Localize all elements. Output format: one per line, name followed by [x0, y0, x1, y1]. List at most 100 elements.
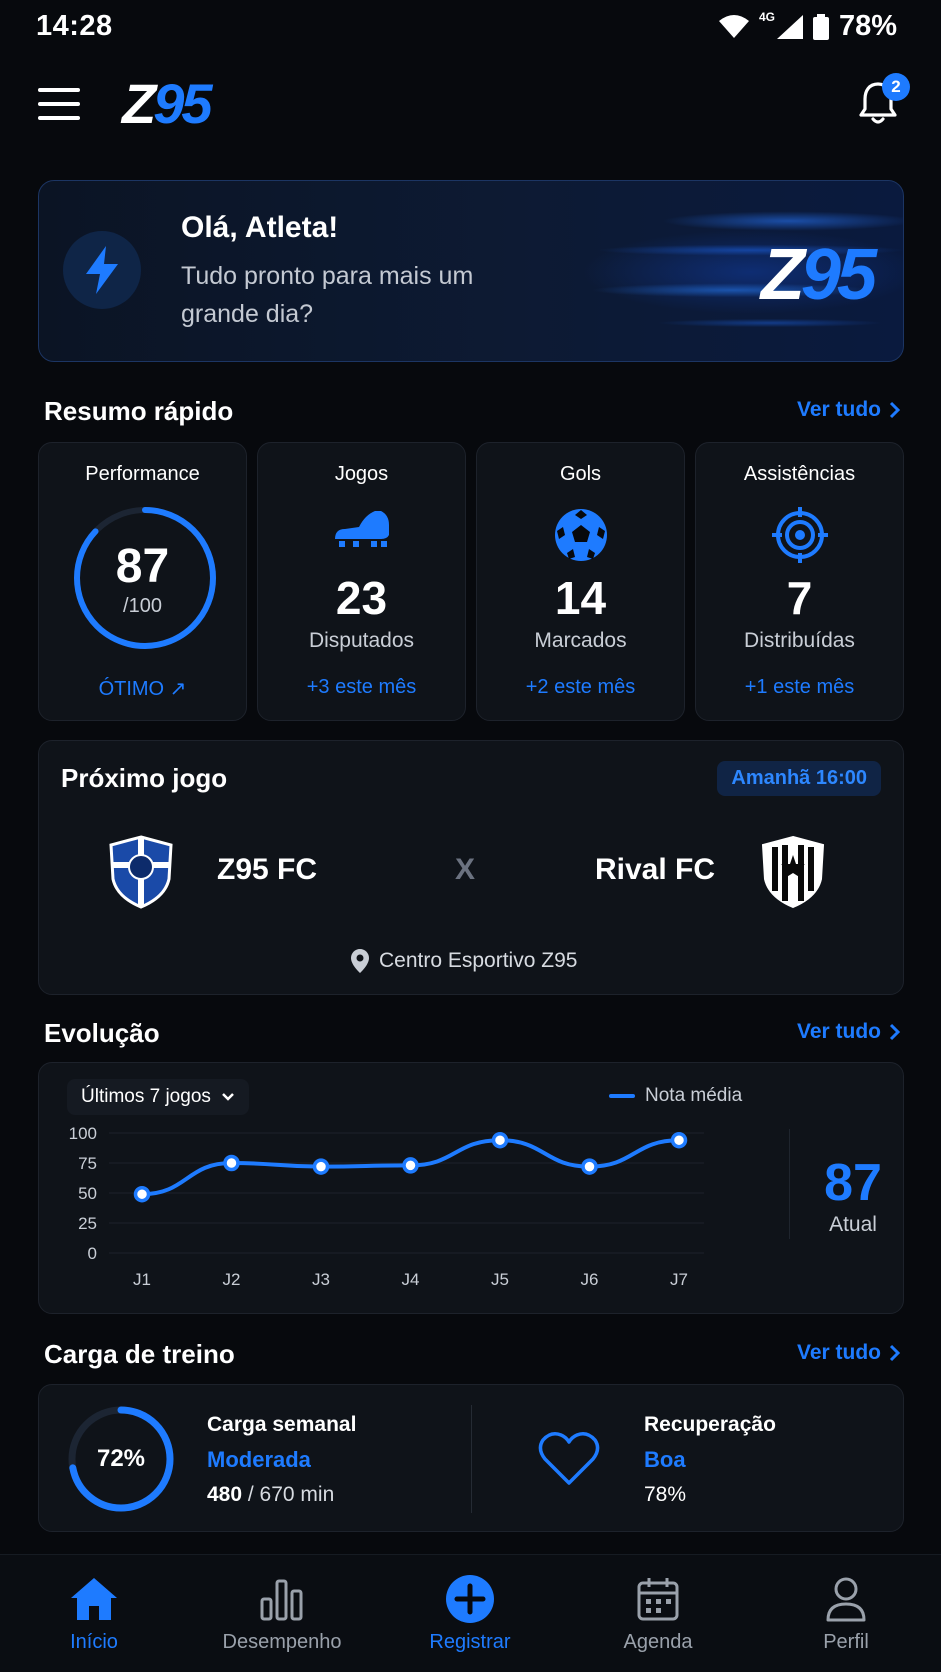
app-logo: Z95	[122, 72, 213, 135]
nav-profile-label: Perfil	[823, 1631, 869, 1653]
data-point[interactable]	[491, 1131, 509, 1149]
y-tick-label: 25	[78, 1214, 97, 1233]
nav-profile-icon-wrap	[771, 1573, 921, 1625]
data-point[interactable]	[581, 1158, 598, 1175]
weekly-load-status: Moderada	[207, 1447, 311, 1472]
see-all-label: Ver tudo	[796, 1020, 881, 1043]
bottom-navigation: Início Desempenho Registrar Agenda Perfi…	[0, 1554, 941, 1672]
y-tick-label: 0	[88, 1244, 97, 1263]
x-tick-label: J4	[402, 1270, 420, 1289]
x-tick-label: J7	[670, 1270, 688, 1289]
nav-performance[interactable]: Desempenho	[207, 1573, 357, 1654]
goals-card[interactable]: Gols 14 Marcados +2 este mês	[476, 442, 685, 721]
training-card[interactable]: 72% Carga semanal Moderada 480 / 670 min…	[38, 1384, 904, 1532]
legend-label: Nota média	[645, 1085, 743, 1106]
recovery-value: 78%	[644, 1483, 687, 1506]
chevron-down-icon	[222, 1093, 234, 1101]
network-label: 4G	[758, 10, 775, 24]
banner-decoration	[523, 181, 903, 361]
plus-circle-icon	[446, 1575, 494, 1623]
training-title: Carga de treino	[44, 1339, 235, 1369]
lightning-icon	[86, 246, 118, 294]
target-icon	[771, 507, 828, 563]
games-label: Jogos	[334, 463, 389, 485]
nav-register-icon-wrap	[395, 1573, 545, 1625]
assists-trend: +1 este mês	[744, 676, 855, 698]
nav-register[interactable]: Registrar	[395, 1573, 545, 1654]
chevron-right-icon	[889, 401, 901, 419]
chevron-right-icon	[889, 1344, 901, 1362]
nav-home-icon-wrap	[19, 1573, 169, 1625]
evolution-see-all-link[interactable]: Ver tudo	[797, 1020, 901, 1044]
legend-swatch	[609, 1094, 635, 1098]
home-team-crest-icon	[109, 835, 173, 909]
nav-performance-label: Desempenho	[222, 1631, 342, 1653]
menu-line	[38, 116, 80, 120]
period-dropdown[interactable]: Últimos 7 jogos	[67, 1079, 249, 1115]
y-tick-label: 50	[78, 1184, 97, 1203]
see-all-label: Ver tudo	[796, 398, 881, 421]
summary-title: Resumo rápido	[44, 396, 234, 426]
games-card[interactable]: Jogos 23 Disputados +3 este mês	[257, 442, 466, 721]
nav-agenda-icon-wrap	[583, 1573, 733, 1625]
recovery-title: Recuperação	[644, 1413, 776, 1436]
weekly-load-detail: 480 / 670 min	[207, 1483, 334, 1507]
data-point[interactable]	[402, 1157, 419, 1174]
welcome-banner: Olá, Atleta! Tudo pronto para mais um gr…	[38, 180, 904, 362]
notification-badge: 2	[882, 73, 910, 101]
greeting-subtitle: Tudo pronto para mais um grande dia?	[181, 262, 474, 328]
bar-chart-icon	[260, 1579, 303, 1621]
weekly-load-title: Carga semanal	[207, 1413, 357, 1436]
nav-profile[interactable]: Perfil	[771, 1573, 921, 1654]
x-tick-label: J1	[133, 1270, 151, 1289]
chart-divider	[789, 1129, 790, 1239]
status-icons: 4G 78%	[718, 10, 897, 43]
recovery-status: Boa	[644, 1447, 686, 1472]
y-tick-label: 75	[78, 1154, 97, 1173]
y-tick-label: 100	[69, 1124, 97, 1143]
location-pin-icon	[351, 949, 369, 973]
summary-see-all-link[interactable]: Ver tudo	[797, 398, 901, 422]
training-see-all-link[interactable]: Ver tudo	[797, 1341, 901, 1365]
data-point[interactable]	[670, 1131, 688, 1149]
weekly-load-done: 480	[207, 1483, 243, 1506]
signal-icon	[776, 14, 803, 39]
data-point[interactable]	[223, 1154, 240, 1172]
goals-desc: Marcados	[534, 629, 627, 652]
assists-desc: Distribuídas	[744, 629, 855, 652]
games-value: 23	[335, 572, 388, 624]
x-tick-label: J2	[223, 1270, 241, 1289]
away-team-name: Rival FC	[595, 853, 716, 886]
battery-icon	[812, 13, 829, 40]
see-all-label: Ver tudo	[796, 1341, 881, 1364]
nav-home[interactable]: Início	[19, 1573, 169, 1654]
evolution-title: Evolução	[44, 1018, 160, 1048]
menu-button[interactable]	[38, 88, 80, 120]
games-desc: Disputados	[308, 629, 415, 652]
goals-trend: +2 este mês	[525, 676, 636, 698]
performance-ring	[74, 507, 216, 649]
status-time: 14:28	[36, 10, 113, 42]
assists-card[interactable]: Assistências 7 Distribuídas +1 este mês	[695, 442, 904, 721]
evolution-line-chart: 0 25 50 75 100 J1 J2 J3 J4 J5 J6 J7	[69, 1124, 704, 1289]
venue-row: Centro Esportivo Z95	[351, 949, 577, 973]
data-point[interactable]	[312, 1158, 330, 1175]
period-dropdown-label: Últimos 7 jogos	[81, 1086, 211, 1107]
banner-logo: Z95	[760, 235, 877, 315]
home-icon	[71, 1578, 117, 1620]
current-score-value: 87	[824, 1154, 882, 1212]
next-game-card[interactable]: Próximo jogo Amanhã 16:00 Z95 FC X Rival…	[38, 740, 904, 995]
calendar-icon	[637, 1578, 679, 1621]
menu-line	[38, 102, 80, 106]
assists-value: 7	[786, 572, 813, 624]
games-trend: +3 este mês	[306, 676, 417, 698]
weekly-load-total: / 670 min	[242, 1483, 335, 1506]
performance-label: Performance	[85, 463, 200, 485]
chevron-right-icon	[889, 1023, 901, 1041]
performance-card[interactable]: Performance 87 /100 ÓTIMO ↗	[38, 442, 247, 721]
nav-agenda[interactable]: Agenda	[583, 1573, 733, 1654]
hero-icon-circle	[63, 231, 141, 309]
next-game-title: Próximo jogo	[61, 763, 228, 793]
data-point[interactable]	[133, 1185, 151, 1203]
battery-percent: 78%	[838, 10, 897, 42]
